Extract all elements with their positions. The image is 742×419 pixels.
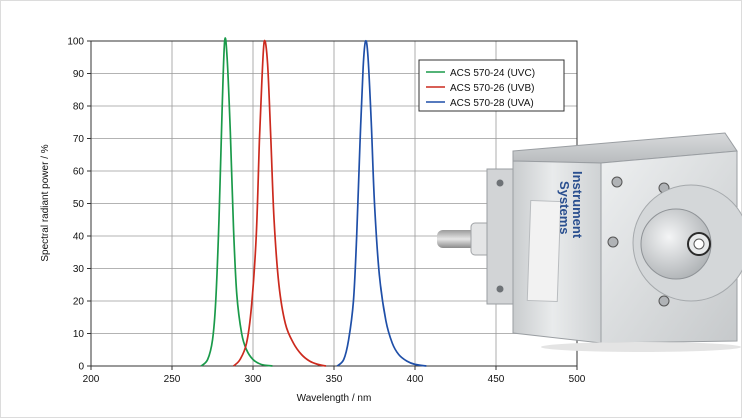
legend-label-uvb: ACS 570-26 (UVB) bbox=[450, 83, 534, 94]
series-line-0 bbox=[200, 37, 273, 367]
led-source-device-image: Instrument Systems bbox=[437, 132, 742, 352]
y-tick-label: 90 bbox=[73, 69, 85, 80]
y-tick-label: 0 bbox=[78, 362, 84, 373]
chart-legend: ACS 570-24 (UVC) ACS 570-26 (UVB) ACS 57… bbox=[418, 59, 565, 112]
legend-label-uva: ACS 570-28 (UVA) bbox=[450, 98, 534, 109]
x-tick-label: 250 bbox=[164, 374, 181, 385]
y-tick-label: 30 bbox=[73, 264, 85, 275]
brand-logo-line2: Systems bbox=[557, 181, 572, 234]
series-line-1 bbox=[232, 39, 327, 367]
y-tick-label: 20 bbox=[73, 297, 85, 308]
brand-logo-line1: Instrument bbox=[570, 171, 585, 239]
x-tick-label: 350 bbox=[326, 374, 343, 385]
y-tick-label: 10 bbox=[73, 329, 85, 340]
x-tick-label: 200 bbox=[83, 374, 100, 385]
face-screw-bottom bbox=[658, 295, 670, 307]
y-axis-title: Spectral radiant power / % bbox=[40, 144, 51, 261]
device-bracket bbox=[486, 168, 514, 305]
y-tick-label: 100 bbox=[67, 37, 84, 48]
y-tick-label: 60 bbox=[73, 167, 85, 178]
face-screw-top-left bbox=[611, 176, 623, 188]
chart-series bbox=[200, 37, 427, 367]
y-tick-label: 80 bbox=[73, 102, 85, 113]
x-axis-title: Wavelength / nm bbox=[297, 393, 372, 404]
y-tick-label: 50 bbox=[73, 199, 85, 210]
x-tick-label: 500 bbox=[569, 374, 586, 385]
bracket-screw-top bbox=[496, 179, 504, 187]
legend-label-uvc: ACS 570-24 (UVC) bbox=[450, 68, 535, 79]
optical-aperture-core bbox=[693, 238, 705, 250]
device-label-plate bbox=[526, 199, 562, 303]
x-tick-label: 450 bbox=[488, 374, 505, 385]
brand-logo: Instrument Systems bbox=[557, 171, 585, 239]
device-shadow bbox=[541, 342, 741, 352]
y-tick-label: 40 bbox=[73, 232, 85, 243]
axis-ticks: 200 250 300 350 400 450 500 0 10 20 30 40 50 60 70 80 90… bbox=[67, 37, 585, 386]
series-line-2 bbox=[336, 39, 427, 367]
y-tick-label: 70 bbox=[73, 134, 85, 145]
face-screw-left bbox=[607, 236, 619, 248]
x-tick-label: 400 bbox=[407, 374, 424, 385]
bracket-screw-bottom bbox=[496, 285, 504, 293]
x-tick-label: 300 bbox=[245, 374, 262, 385]
